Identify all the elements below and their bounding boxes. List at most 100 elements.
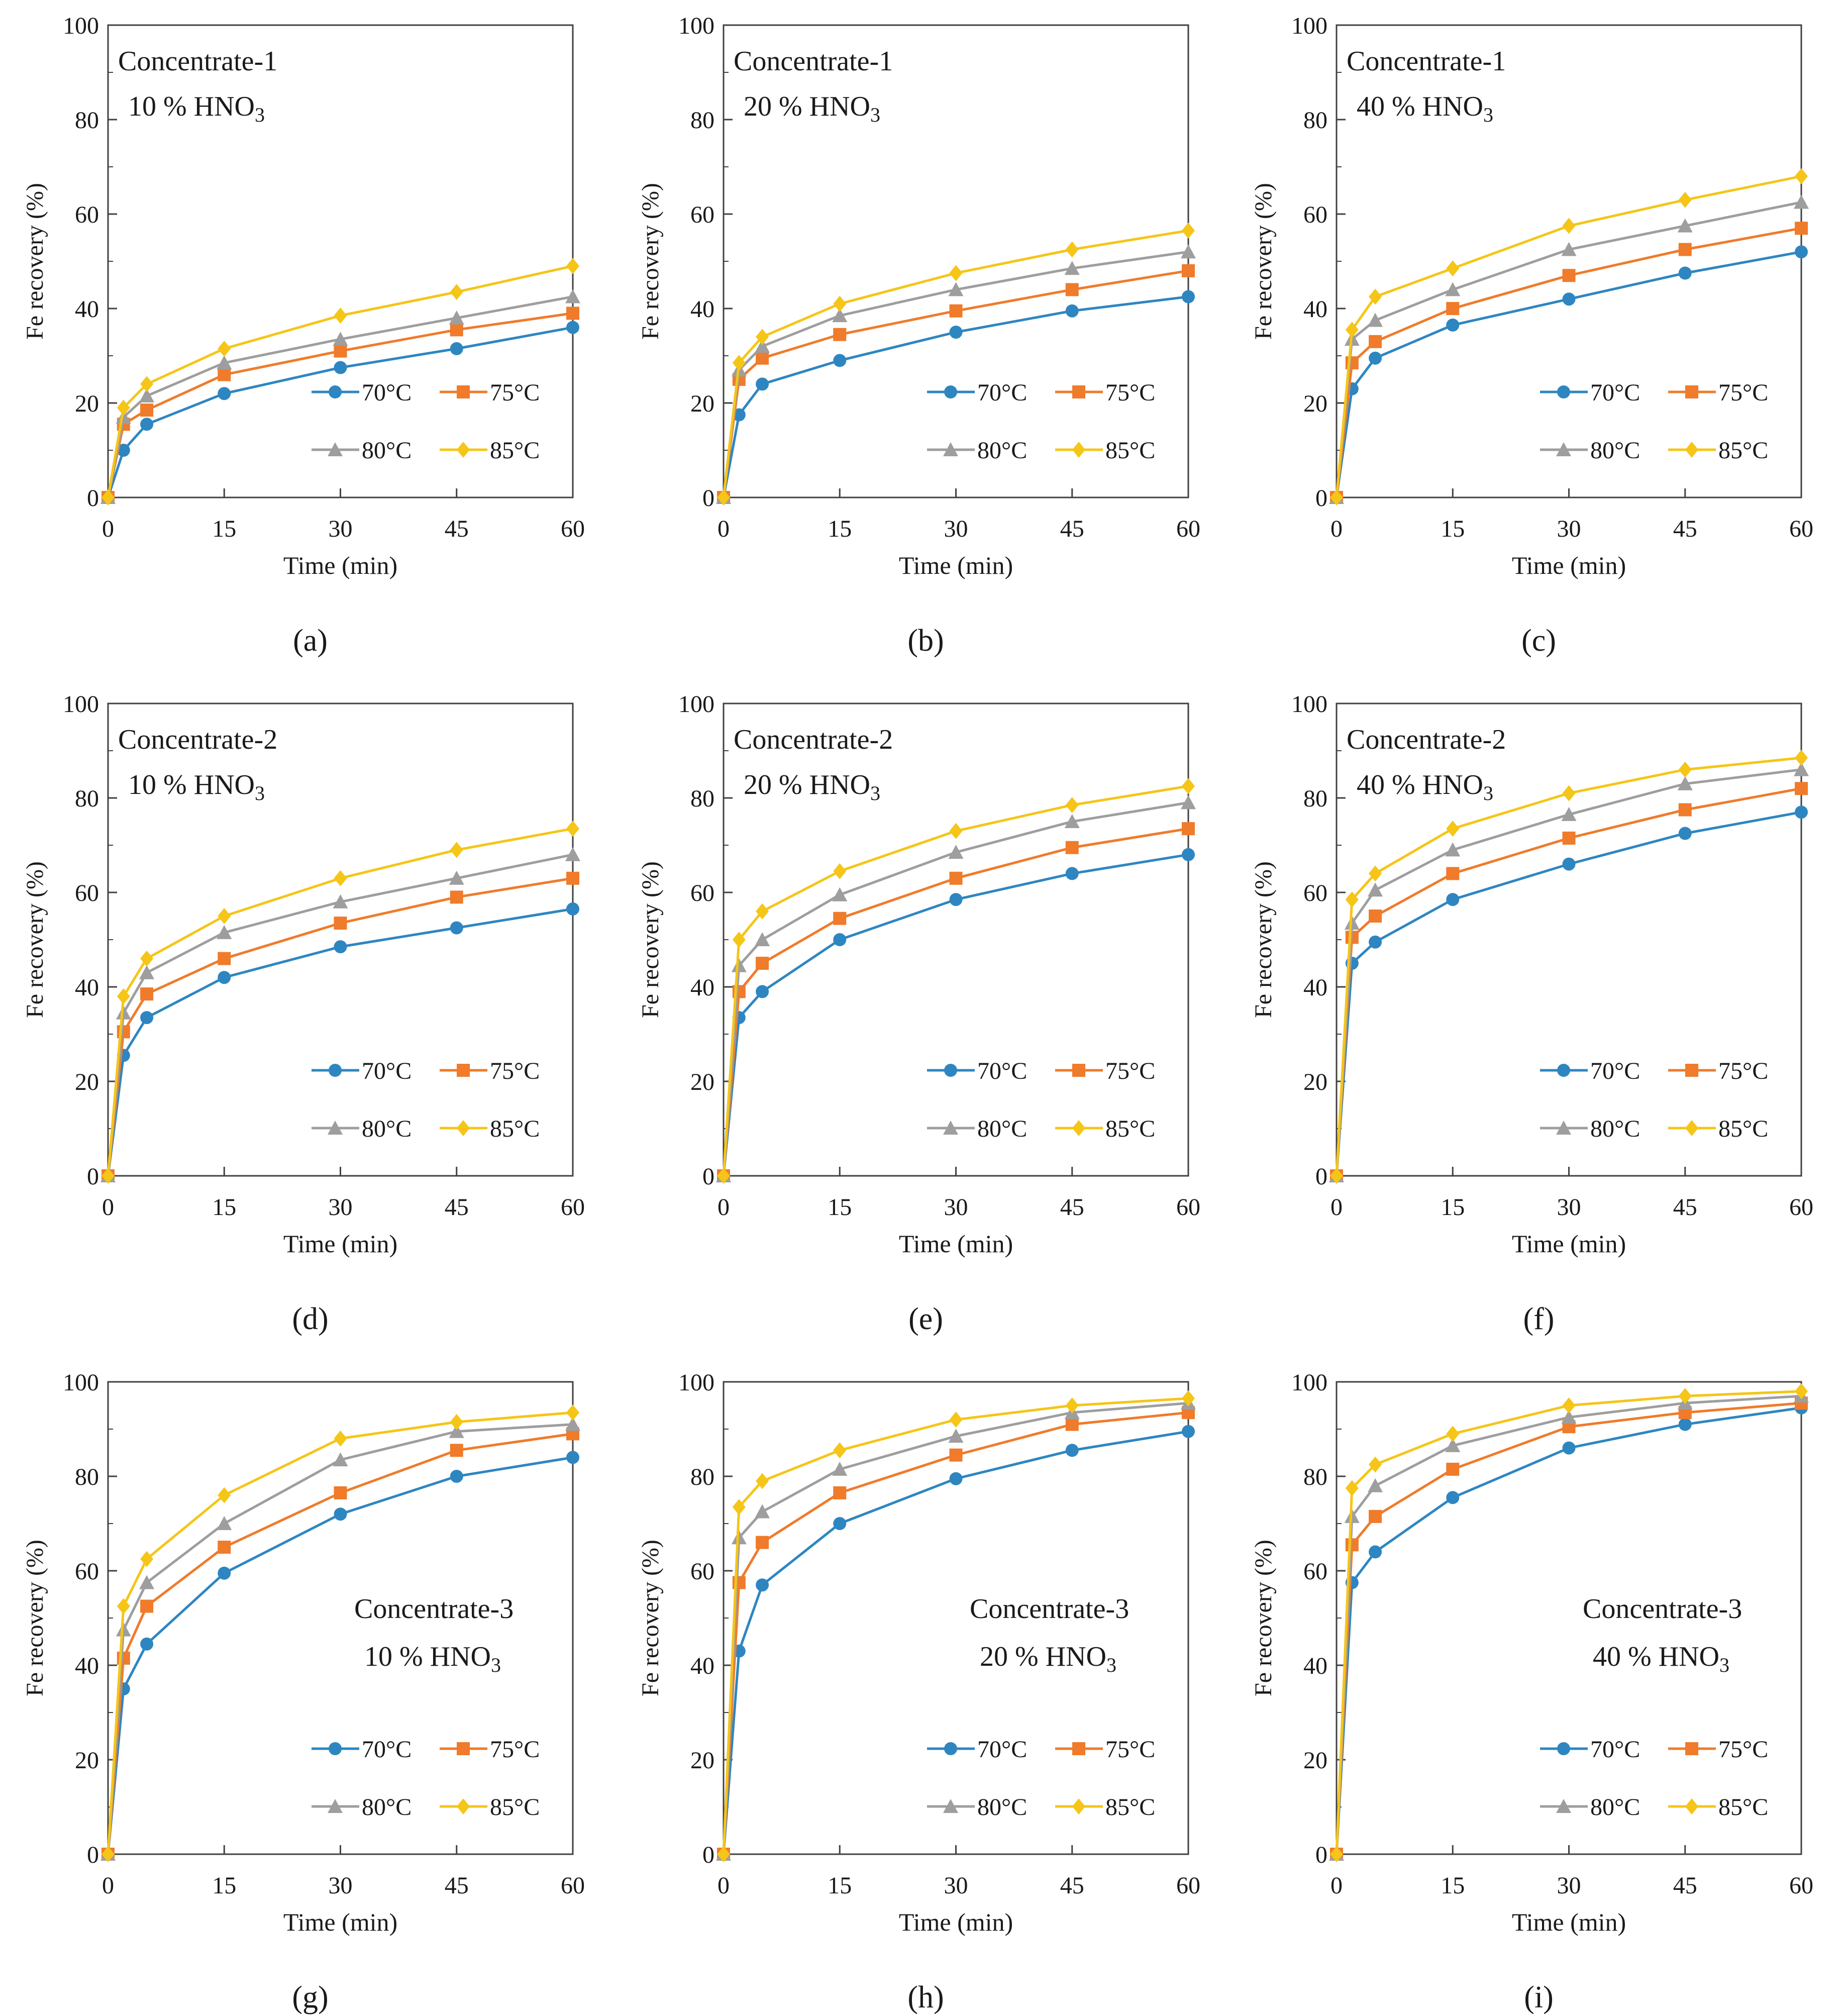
legend-marker	[1685, 1798, 1698, 1815]
data-point	[218, 340, 231, 357]
y-axis-label: Fe recovery (%)	[22, 1540, 48, 1696]
data-point	[333, 1452, 348, 1467]
chart-panel-a: 0 20 40 60 80 100 0 15 30 45 60 Time (min) Fe recove…	[22, 13, 585, 658]
x-tick-label: 15	[828, 1194, 852, 1221]
y-tick-label: 0	[1315, 485, 1327, 512]
data-point	[101, 489, 115, 506]
legend-marker	[944, 1064, 957, 1077]
data-point	[565, 1417, 580, 1431]
y-tick-label: 80	[690, 785, 714, 812]
panel-label: (h)	[907, 1980, 944, 2014]
data-point	[1795, 168, 1808, 184]
annotation-concentrate: Concentrate-1	[1347, 46, 1506, 77]
panel-label: (f)	[1523, 1302, 1555, 1336]
x-tick-label: 0	[718, 1872, 730, 1899]
annotation: Concentrate-2 20 % HNO3	[734, 724, 893, 804]
x-tick-label: 15	[212, 516, 236, 542]
legend-label: 80°C	[1590, 437, 1640, 464]
y-tick-label: 60	[1303, 201, 1327, 228]
legend-label: 70°C	[362, 1736, 412, 1763]
annotation-concentrate: Concentrate-3	[354, 1593, 514, 1625]
legend: 70°C 75°C 80°C 85°C	[312, 379, 540, 464]
x-tick-label: 45	[445, 1872, 469, 1899]
legend-label: 85°C	[1105, 437, 1155, 464]
data-point	[1678, 827, 1692, 840]
data-point	[1345, 891, 1359, 908]
y-tick-label: 100	[678, 691, 714, 718]
data-point	[1446, 1462, 1460, 1476]
data-point	[833, 1486, 847, 1499]
data-point	[218, 1487, 231, 1503]
data-point	[948, 1429, 964, 1443]
data-point	[756, 377, 769, 391]
annotation-concentrate: Concentrate-3	[1583, 1593, 1742, 1625]
data-point	[1446, 1491, 1460, 1504]
data-point	[1446, 893, 1460, 906]
x-tick-label: 15	[828, 516, 852, 542]
y-tick-label: 100	[63, 1369, 99, 1396]
legend-marker	[1556, 442, 1571, 456]
data-point	[140, 950, 154, 967]
legend-label: 75°C	[1718, 1736, 1768, 1763]
data-point	[334, 344, 347, 358]
y-axis-label: Fe recovery (%)	[637, 861, 664, 1018]
data-point	[1678, 761, 1692, 778]
x-tick-label: 30	[1557, 1194, 1581, 1221]
data-point	[116, 410, 131, 424]
annotation-concentrate: Concentrate-2	[734, 724, 893, 755]
data-point	[218, 952, 231, 965]
data-point	[1562, 1397, 1576, 1414]
series-line	[1335, 768, 1802, 1176]
data-point	[1677, 218, 1693, 233]
data-point	[1562, 218, 1576, 234]
data-point	[218, 908, 231, 924]
data-point	[949, 1412, 963, 1428]
data-point	[1182, 222, 1195, 239]
data-point	[450, 1414, 463, 1430]
legend-marker	[1685, 385, 1698, 398]
data-point	[1445, 282, 1461, 296]
legend-label: 80°C	[977, 1794, 1027, 1821]
x-axis-label: Time (min)	[1512, 1908, 1626, 1936]
y-axis-label: Fe recovery (%)	[22, 861, 48, 1018]
data-point	[566, 821, 579, 837]
data-point	[717, 489, 730, 506]
data-point	[140, 987, 154, 1001]
data-point	[1182, 848, 1195, 861]
data-point	[1369, 935, 1382, 949]
data-point	[1562, 292, 1576, 306]
annotation: Concentrate-3 10 % HNO3	[354, 1593, 514, 1676]
x-tick-label: 0	[1330, 1194, 1343, 1221]
x-axis-label: Time (min)	[899, 1230, 1013, 1258]
legend-label: 70°C	[362, 379, 412, 406]
legend-marker	[457, 1064, 470, 1077]
y-tick-label: 100	[63, 691, 99, 718]
data-point	[334, 1430, 347, 1447]
x-tick-label: 60	[1176, 516, 1200, 542]
legend: 70°C 75°C 80°C 85°C	[927, 1736, 1155, 1821]
x-tick-label: 60	[561, 1194, 585, 1221]
x-tick-label: 0	[718, 516, 730, 542]
y-tick-label: 100	[678, 1369, 714, 1396]
data-point	[732, 355, 746, 371]
data-point	[450, 842, 463, 858]
legend-label: 70°C	[977, 1058, 1027, 1084]
legend-marker	[329, 1064, 342, 1077]
y-tick-label: 100	[1291, 13, 1327, 39]
data-point	[1065, 1397, 1079, 1414]
x-tick-label: 45	[1673, 1872, 1697, 1899]
data-point	[450, 890, 463, 904]
data-point	[949, 304, 963, 318]
data-point	[140, 404, 154, 417]
data-point	[1678, 266, 1692, 280]
data-point	[833, 912, 847, 925]
legend: 70°C 75°C 80°C 85°C	[1540, 379, 1768, 464]
data-point	[1345, 322, 1359, 338]
y-tick-label: 40	[75, 296, 99, 323]
y-tick-label: 0	[1315, 1842, 1327, 1868]
legend-marker	[1072, 385, 1085, 398]
data-point	[948, 845, 964, 859]
data-point	[1561, 242, 1577, 256]
series-70C	[101, 321, 579, 504]
data-point	[1795, 782, 1808, 795]
